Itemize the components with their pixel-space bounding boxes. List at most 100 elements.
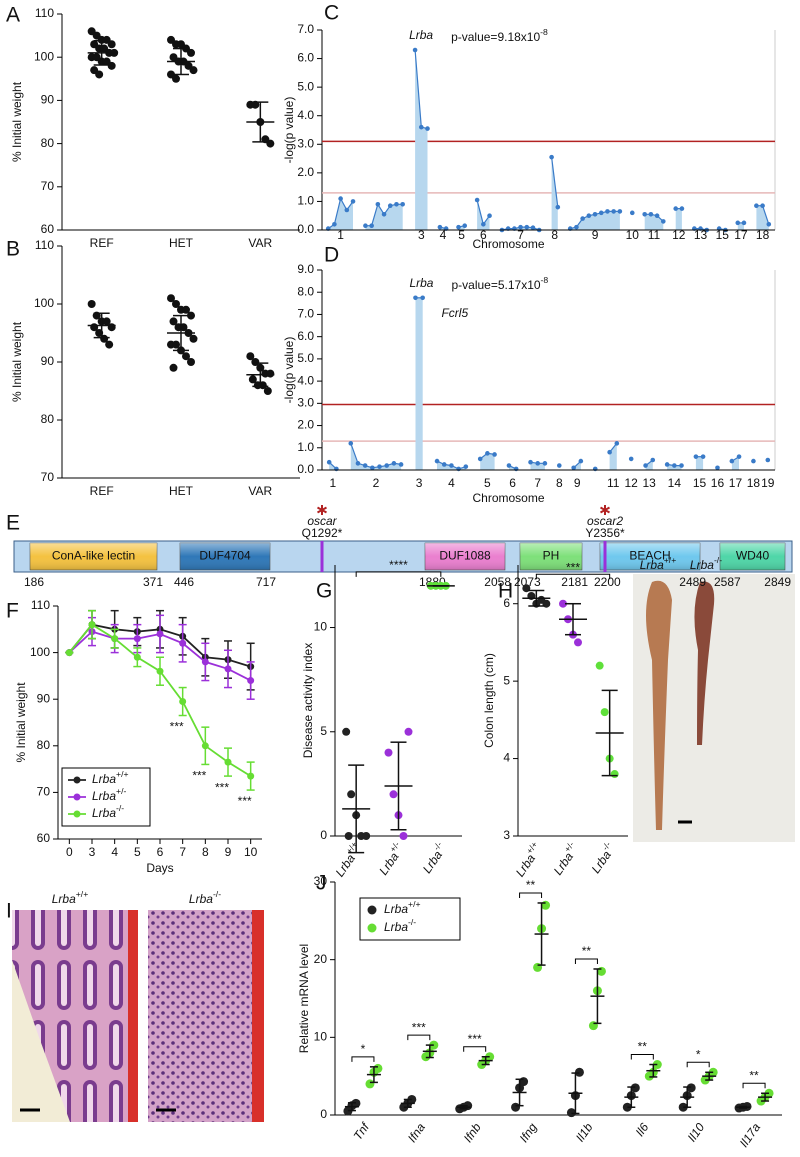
allele-name: oscar: [307, 514, 337, 528]
x-tick-label: Lrba+/+: [330, 840, 365, 880]
data-point: [189, 66, 198, 75]
y-tick-label: 10: [314, 1030, 328, 1044]
y-tick-label: 90: [41, 93, 55, 107]
x-tick-label: Lrba-/-: [586, 840, 618, 876]
y-tick-label: 100: [34, 296, 54, 310]
y-tick-label: 6: [503, 596, 510, 610]
data-point: [384, 463, 390, 468]
chromosome-label: 15: [716, 228, 730, 242]
y-tick-label: 1.0: [297, 194, 314, 208]
chromosome-label: 14: [668, 476, 682, 490]
histology-images: [12, 910, 264, 1122]
chromosome-label: 9: [592, 228, 599, 242]
chromosome-label: 4: [448, 476, 455, 490]
data-point: [549, 154, 554, 160]
x-tick-label-main: Lrba: [420, 848, 445, 876]
y-tick-label: 5: [320, 724, 327, 738]
data-point: [630, 1083, 640, 1093]
colon-knockout: [694, 581, 715, 745]
data-point: [387, 203, 393, 209]
data-point: [766, 221, 772, 227]
image-label-sup: +/+: [76, 889, 88, 899]
data-point: [629, 210, 635, 216]
data-point: [187, 48, 195, 57]
data-point: [642, 211, 647, 217]
significance-bracket: [630, 1054, 654, 1060]
y-axis-label: % Initial weight: [14, 682, 28, 763]
photo-label-main: Lrba: [690, 558, 714, 572]
domain-start: 186: [24, 575, 44, 589]
data-point: [600, 708, 609, 717]
y-tick-label: 3.0: [297, 396, 314, 410]
data-point: [574, 224, 579, 230]
y-tick-label: 4.0: [297, 108, 314, 122]
data-point: [418, 124, 424, 130]
colon-wildtype: [646, 580, 672, 830]
domain-start: 446: [174, 575, 194, 589]
photo-label-sup: -/-: [714, 555, 722, 565]
y-axis-label: -log(p value): [282, 337, 296, 404]
domain-shine: [30, 543, 157, 570]
y-tick-label: 60: [41, 222, 55, 236]
data-point: [754, 203, 759, 209]
significance-bracket: [355, 571, 442, 577]
chromosome-label: 5: [458, 228, 465, 242]
domain-end: 717: [256, 575, 276, 589]
data-point: [332, 221, 337, 227]
data-point: [344, 207, 350, 213]
chromosome-label: 9: [574, 476, 581, 490]
legend-box: [359, 897, 461, 941]
x-axis-label: Chromosome: [472, 491, 544, 505]
data-point: [156, 667, 164, 675]
data-point: [342, 727, 351, 736]
data-point: [596, 966, 606, 976]
y-axis-label: % Initial weight: [10, 321, 24, 402]
chromosome-label: 16: [711, 476, 725, 490]
y-tick-label: 2.0: [297, 418, 314, 432]
data-point: [580, 216, 585, 221]
data-point: [326, 459, 332, 465]
chromosome-label: 3: [418, 228, 425, 242]
data-point: [182, 305, 190, 314]
data-point: [693, 454, 699, 459]
data-point: [266, 369, 275, 378]
data-point: [477, 456, 483, 462]
data-point: [462, 223, 468, 229]
chromosome-label: 6: [480, 228, 487, 242]
panel-letter: G: [316, 580, 332, 603]
data-point: [492, 452, 497, 457]
data-point: [347, 790, 356, 799]
data-point: [65, 649, 73, 657]
legend-label: Lrba-/-: [92, 803, 124, 820]
data-point: [673, 206, 679, 211]
legend-label-sup: +/+: [116, 769, 128, 779]
data-point: [107, 61, 116, 70]
data-point: [605, 209, 610, 214]
data-point: [263, 387, 272, 395]
x-tick-label: Ifnb: [461, 1120, 484, 1145]
data-point: [456, 224, 461, 230]
y-tick-label: 20: [314, 952, 328, 966]
x-tick-label-main: Lrba: [376, 850, 401, 878]
chromosome-area: [644, 214, 664, 230]
y-tick-label: 3.0: [297, 136, 314, 150]
significance-label: **: [749, 1068, 759, 1082]
domain-shine: [425, 543, 505, 570]
data-point: [735, 220, 741, 226]
data-point: [179, 639, 187, 647]
y-tick-label: 90: [37, 691, 51, 705]
panel-letter: B: [6, 238, 20, 261]
y-axis-label: -log(p value): [282, 97, 296, 164]
allele-name: oscar2: [587, 514, 623, 528]
chromosome-label: 15: [693, 476, 707, 490]
panel-letter: F: [6, 600, 19, 623]
data-point: [715, 465, 720, 471]
x-tick-label: REF: [90, 484, 114, 498]
data-point: [574, 638, 582, 647]
significance-label: ***: [412, 1020, 426, 1034]
x-tick-label: Ifna: [405, 1120, 428, 1145]
panel-letter: H: [498, 580, 513, 603]
data-point: [105, 340, 114, 349]
data-point: [156, 630, 164, 638]
